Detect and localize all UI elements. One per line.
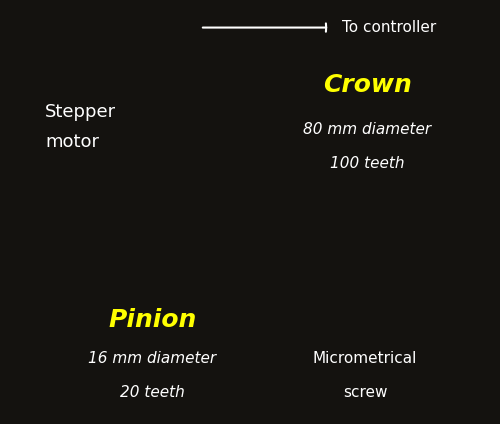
Text: Stepper: Stepper <box>45 103 116 121</box>
Text: screw: screw <box>343 385 387 400</box>
Text: 80 mm diameter: 80 mm diameter <box>304 122 432 137</box>
Text: 20 teeth: 20 teeth <box>120 385 185 400</box>
Text: To controller: To controller <box>342 20 437 35</box>
Text: Micrometrical: Micrometrical <box>313 351 417 366</box>
Text: Pinion: Pinion <box>108 308 196 332</box>
Text: Crown: Crown <box>323 73 412 97</box>
Text: 16 mm diameter: 16 mm diameter <box>88 351 216 366</box>
Text: motor: motor <box>45 133 99 151</box>
Text: 100 teeth: 100 teeth <box>330 156 405 171</box>
